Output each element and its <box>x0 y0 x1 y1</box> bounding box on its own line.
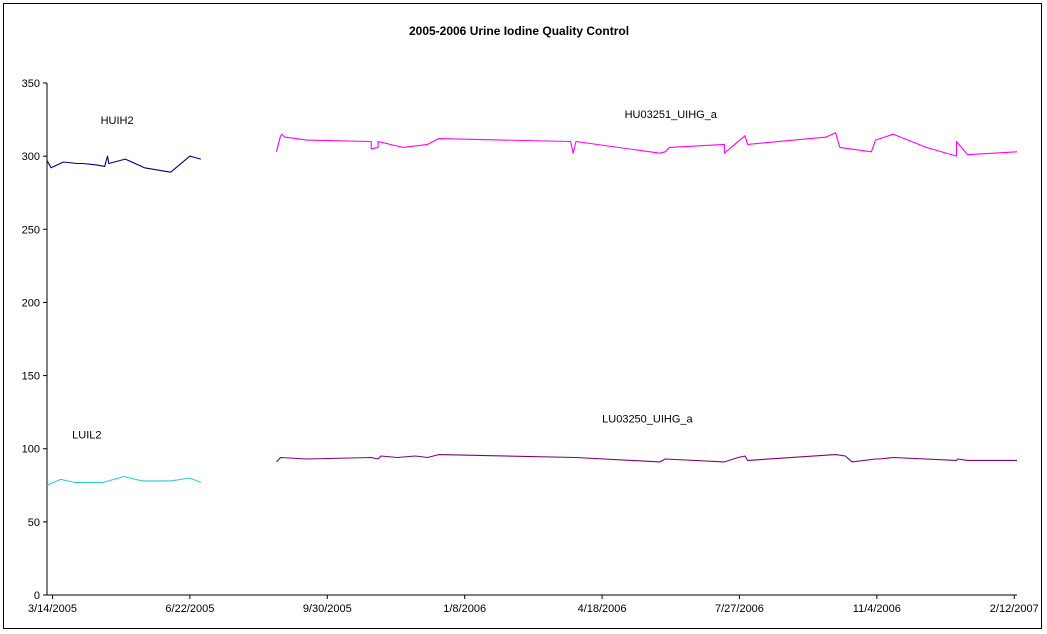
y-tick-label: 250 <box>22 224 40 236</box>
x-tick-label: 9/30/2005 <box>303 603 352 615</box>
y-tick-label: 0 <box>34 590 40 602</box>
x-tick-label: 3/14/2005 <box>28 603 77 615</box>
x-tick-label: 11/4/2006 <box>853 603 901 615</box>
series-label-luil2: LUIL2 <box>72 429 101 441</box>
series-layer <box>46 132 1018 486</box>
y-tick-label: 200 <box>22 297 40 309</box>
y-tick-label: 100 <box>22 444 40 456</box>
x-tick-label: 1/8/2006 <box>443 603 486 615</box>
x-tick-label: 6/22/2005 <box>165 603 214 615</box>
axes: 0 50 100 150 200 250 300 350 3/14/2005 6/22/2005 9… <box>22 78 1039 615</box>
series-line-lu03250-uihg-a <box>276 454 1017 463</box>
series-line-luil2 <box>46 475 202 486</box>
x-tick-label: 4/18/2006 <box>578 603 627 615</box>
series-line-hu03251-uihg-a <box>275 132 1018 157</box>
series-label-lu03250-uihg-a: LU03250_UIHG_a <box>602 413 693 425</box>
series-label-hu03251-uihg-a: HU03251_UIHG_a <box>625 109 718 121</box>
chart-title: 2005-2006 Urine Iodine Quality Control <box>409 24 629 38</box>
y-tick-label: 150 <box>22 371 40 383</box>
chart-frame: 2005-2006 Urine Iodine Quality Control 0… <box>3 3 1042 629</box>
x-tick-label: 7/27/2006 <box>715 603 764 615</box>
y-tick-label: 50 <box>28 517 40 529</box>
y-tick-label: 350 <box>22 78 40 90</box>
x-tick-label: 2/12/2007 <box>990 603 1039 615</box>
series-labels: HUIH2 LUIL2 HU03251_UIHG_a LU03250_UIHG_a <box>72 109 718 441</box>
series-label-huih2: HUIH2 <box>101 115 134 127</box>
series-line-huih2 <box>46 155 202 173</box>
line-chart: 2005-2006 Urine Iodine Quality Control 0… <box>22 24 1039 615</box>
y-tick-label: 300 <box>22 151 40 163</box>
